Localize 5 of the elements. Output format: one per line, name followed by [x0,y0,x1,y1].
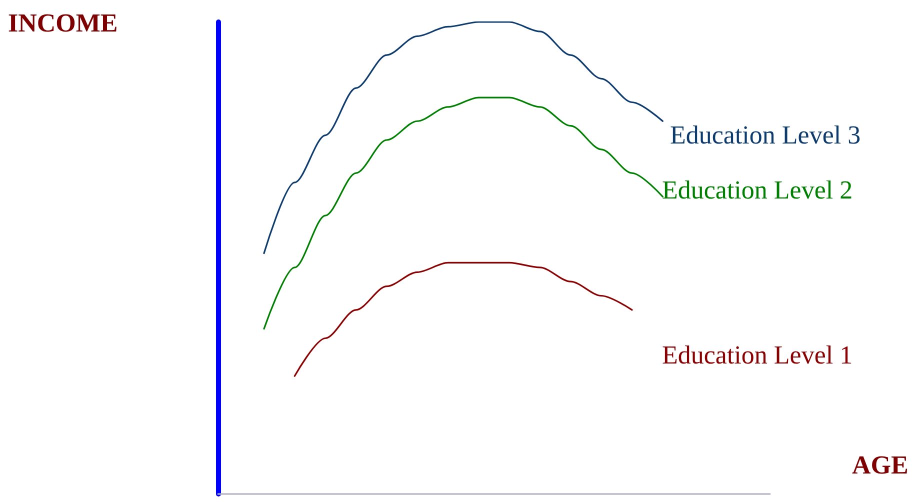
y-axis-title: INCOME [8,8,118,38]
x-axis-title: AGE [852,450,908,480]
series-label: Education Level 2 [662,176,853,204]
series-label: Education Level 3 [670,120,861,150]
series-label: Education Level 1 [662,340,853,370]
